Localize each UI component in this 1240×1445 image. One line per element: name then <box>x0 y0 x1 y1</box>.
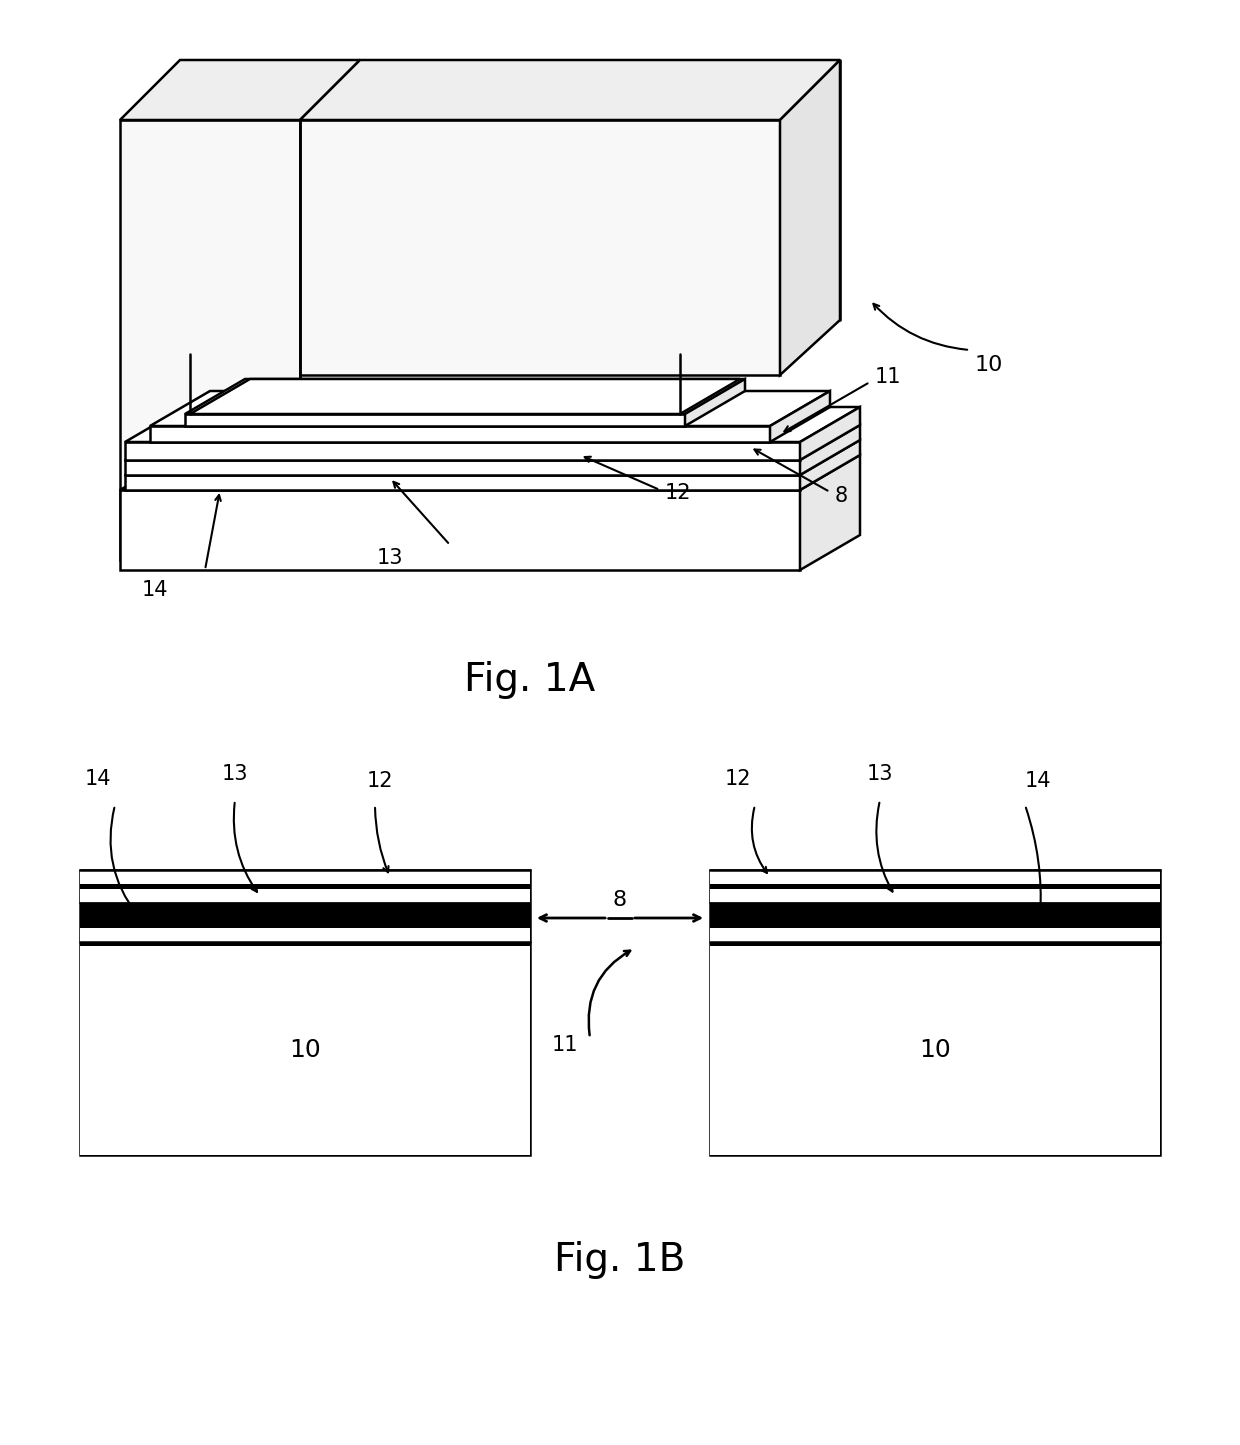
Polygon shape <box>190 379 740 415</box>
Text: 12: 12 <box>665 483 692 503</box>
Bar <box>81 884 529 889</box>
Text: 10: 10 <box>289 1038 321 1062</box>
Polygon shape <box>150 392 830 426</box>
Polygon shape <box>780 61 839 376</box>
Bar <box>81 928 529 942</box>
Text: 8: 8 <box>613 890 627 910</box>
Text: 12: 12 <box>724 769 751 789</box>
Text: 11: 11 <box>552 1035 578 1055</box>
Bar <box>81 942 529 946</box>
Bar <box>81 907 529 928</box>
Polygon shape <box>150 426 770 442</box>
Text: 8: 8 <box>835 486 848 506</box>
Bar <box>711 870 1159 884</box>
Bar <box>81 946 529 1155</box>
Text: Fig. 1B: Fig. 1B <box>554 1241 686 1279</box>
Bar <box>711 942 1159 946</box>
Text: 14: 14 <box>141 579 169 600</box>
Polygon shape <box>185 379 745 415</box>
Text: 12: 12 <box>367 772 393 790</box>
Text: 10: 10 <box>919 1038 951 1062</box>
Text: 13: 13 <box>222 764 248 785</box>
Bar <box>711 870 1159 1155</box>
Polygon shape <box>125 475 800 490</box>
Text: 14: 14 <box>1024 772 1052 790</box>
Polygon shape <box>185 415 684 426</box>
Bar <box>711 884 1159 889</box>
Bar <box>711 903 1159 907</box>
Polygon shape <box>300 120 780 376</box>
Text: Fig. 1A: Fig. 1A <box>464 660 595 699</box>
Polygon shape <box>120 120 300 561</box>
Polygon shape <box>125 460 800 475</box>
Bar <box>711 907 1159 928</box>
Polygon shape <box>770 392 830 442</box>
Text: 14: 14 <box>84 769 112 789</box>
Bar <box>81 903 529 907</box>
Polygon shape <box>125 442 800 460</box>
Bar <box>81 870 529 884</box>
Text: 10: 10 <box>975 355 1003 376</box>
Text: 13: 13 <box>377 548 403 568</box>
Bar <box>711 889 1159 903</box>
Text: 13: 13 <box>867 764 893 785</box>
Polygon shape <box>800 455 861 569</box>
Polygon shape <box>125 425 861 460</box>
Polygon shape <box>125 407 861 442</box>
Polygon shape <box>125 439 861 475</box>
Polygon shape <box>120 490 800 569</box>
Bar <box>81 889 529 903</box>
Bar <box>711 946 1159 1155</box>
Polygon shape <box>684 379 745 426</box>
Polygon shape <box>800 407 861 460</box>
Text: 11: 11 <box>875 367 901 387</box>
Polygon shape <box>120 455 861 490</box>
Polygon shape <box>120 61 360 120</box>
Polygon shape <box>300 61 839 120</box>
Polygon shape <box>800 425 861 475</box>
Bar <box>81 870 529 1155</box>
Bar <box>711 928 1159 942</box>
Polygon shape <box>800 439 861 490</box>
